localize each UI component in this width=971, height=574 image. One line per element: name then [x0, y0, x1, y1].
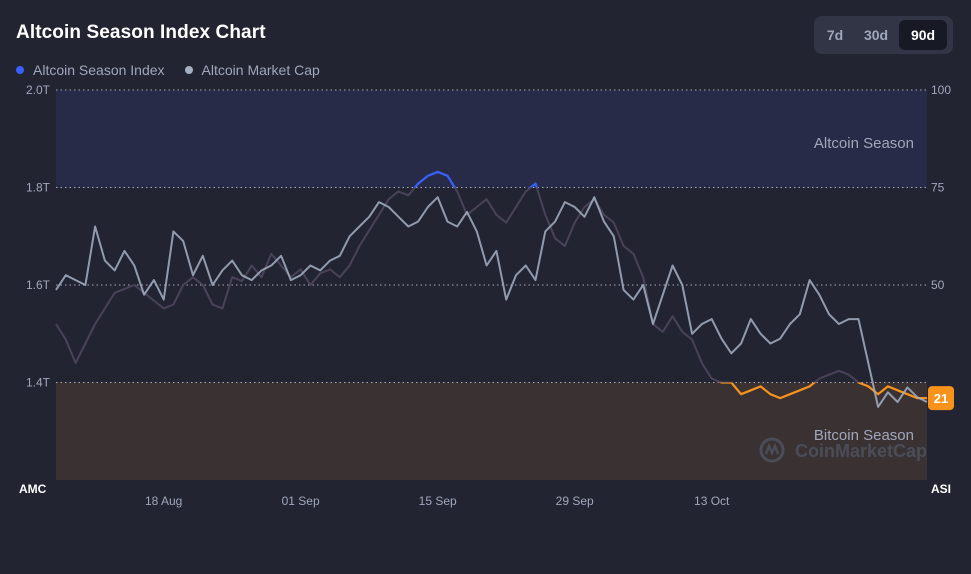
legend-label: Altcoin Market Cap: [201, 62, 320, 78]
chart-title: Altcoin Season Index Chart: [16, 22, 266, 43]
watermark-text: CoinMarketCap: [795, 441, 927, 461]
time-range-selector: 7d 30d 90d: [814, 16, 953, 54]
chart-legend: Altcoin Season Index Altcoin Market Cap: [16, 62, 340, 78]
altcoin-season-zone: [56, 90, 927, 188]
current-value-badge-text: 21: [934, 391, 948, 406]
x-axis-tick-label: 13 Oct: [694, 494, 730, 508]
left-axis-tick-label: 1.6T: [26, 278, 51, 292]
x-axis-tick-label: 01 Sep: [282, 494, 320, 508]
legend-label: Altcoin Season Index: [33, 62, 165, 78]
range-7d-button[interactable]: 7d: [826, 27, 844, 43]
coinmarketcap-logo-mark: [764, 442, 780, 457]
x-axis-tick-label: 18 Aug: [145, 494, 182, 508]
series-line-altcoin-season-index-btczone: [718, 382, 927, 400]
range-30d-button[interactable]: 30d: [863, 27, 889, 43]
left-axis-label: AMC: [19, 482, 47, 496]
bitcoin-season-zone: [56, 382, 927, 480]
right-axis-tick-label: 75: [931, 181, 945, 195]
series-line-altcoin-market-cap: [55, 196, 928, 408]
left-axis-tick-label: 1.4T: [26, 376, 51, 390]
current-value-badge: [928, 386, 954, 411]
left-axis-tick-label: 1.8T: [26, 181, 51, 195]
right-axis-tick-label: 100: [931, 83, 951, 97]
legend-dot-blue: [16, 66, 24, 74]
range-90d-button[interactable]: 90d: [899, 20, 947, 50]
zone-label-bitcoin-season: Bitcoin Season: [814, 427, 914, 444]
right-axis-tick-label: 50: [931, 278, 945, 292]
right-axis-label: ASI: [931, 482, 951, 496]
x-axis-tick-label: 15 Sep: [419, 494, 457, 508]
zone-label-altcoin-season: Altcoin Season: [814, 135, 914, 152]
legend-dot-gray: [184, 66, 193, 74]
coinmarketcap-logo-icon: [759, 437, 785, 463]
x-axis-tick-label: 29 Sep: [556, 494, 594, 508]
coinmarketcap-logo-ring: [759, 437, 785, 463]
left-axis-tick-label: 2.0T: [26, 83, 51, 97]
legend-item-altcoin-season-index[interactable]: Altcoin Season Index: [16, 62, 165, 78]
legend-item-altcoin-market-cap[interactable]: Altcoin Market Cap: [184, 62, 320, 78]
